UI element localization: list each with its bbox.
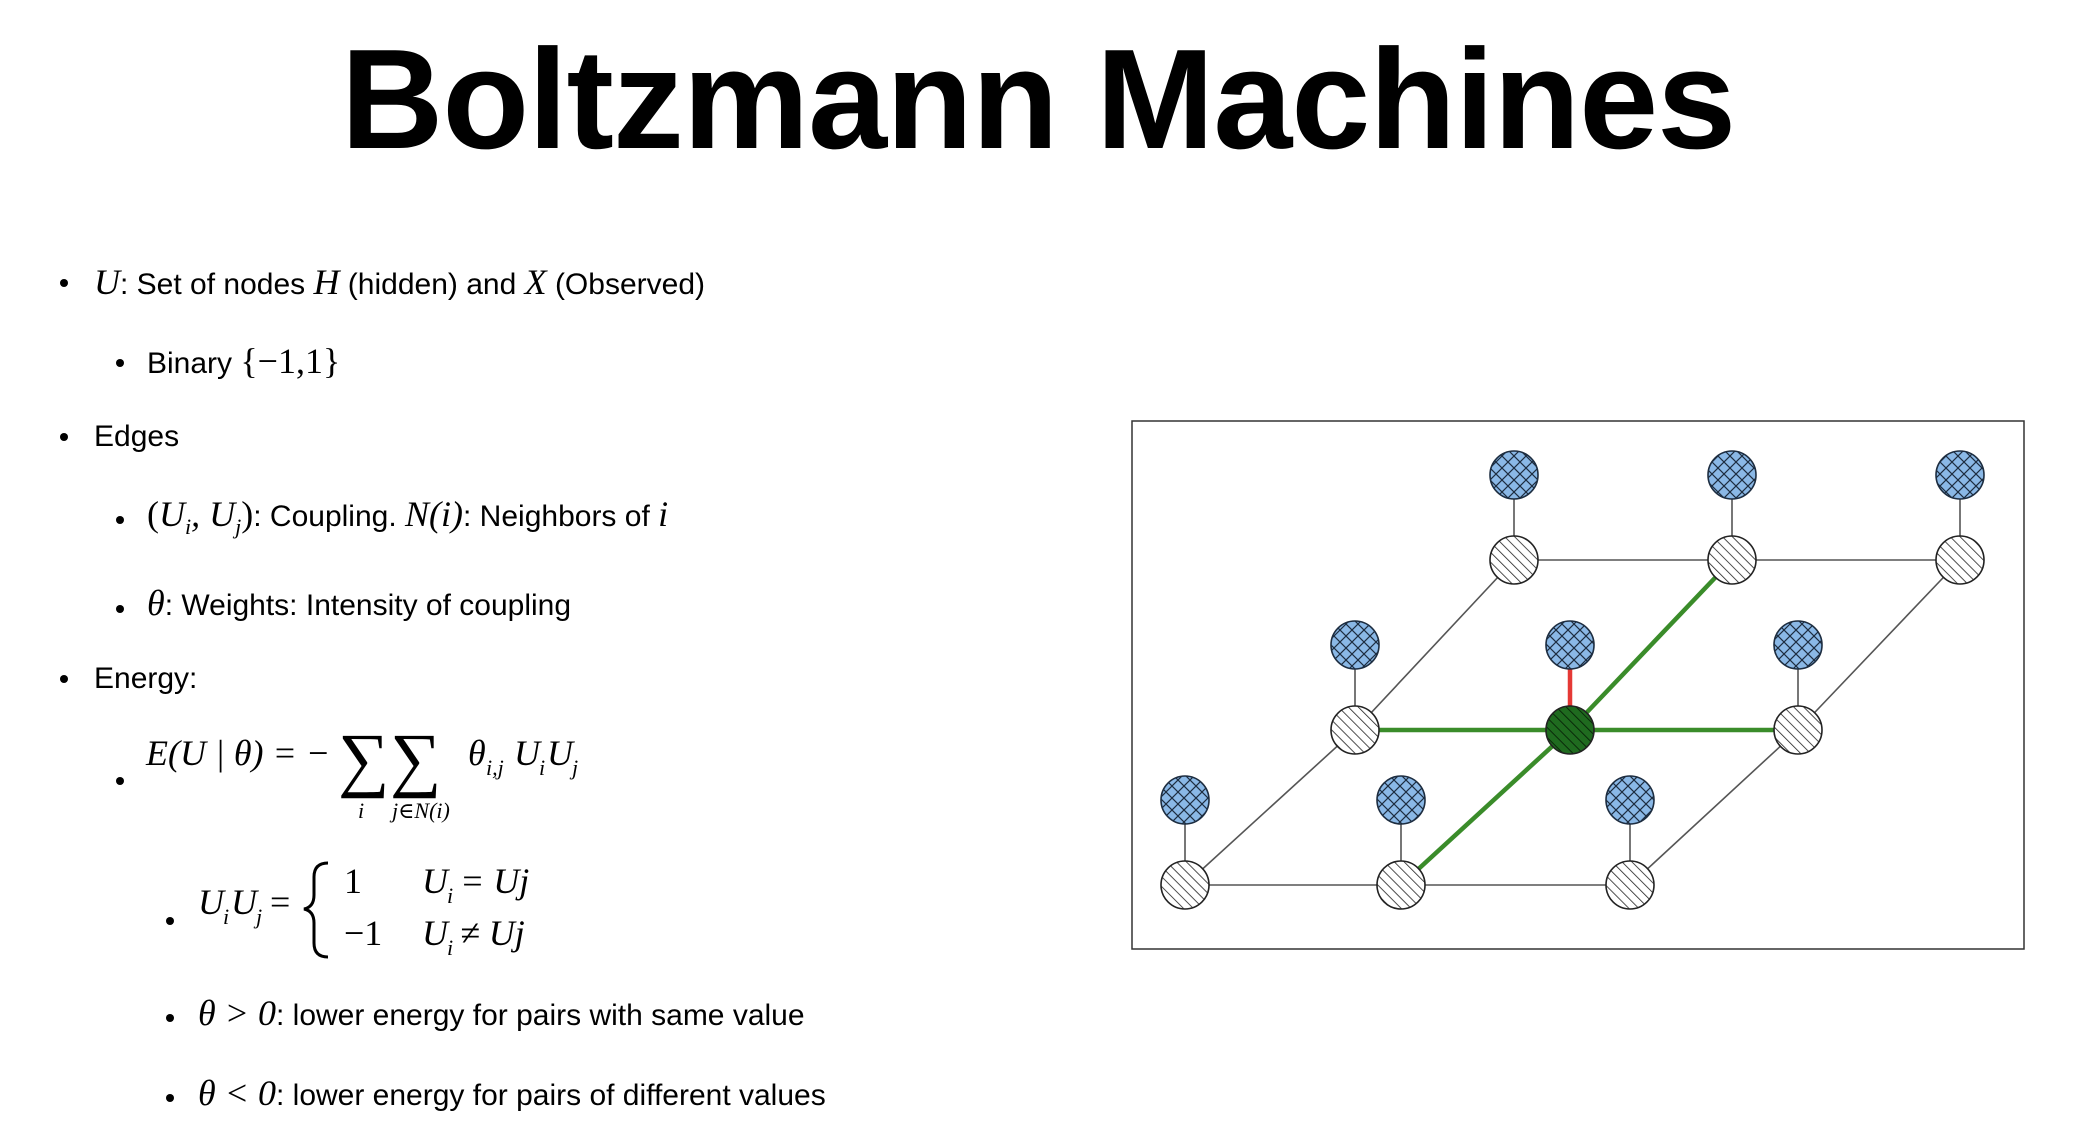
bullet-dot (60, 433, 68, 441)
observed-node (1773, 705, 1823, 755)
hidden-node (1160, 775, 1210, 825)
sum-index-j: j∈N(i) (389, 798, 450, 823)
observed-node (1376, 860, 1426, 910)
svg-text:U: U (422, 861, 450, 901)
diagram-frame (1131, 420, 2025, 950)
grid-edge (1629, 729, 1799, 886)
svg-text:j: j (253, 904, 262, 929)
svg-text:i: i (447, 883, 453, 908)
svg-text:j: j (569, 755, 578, 780)
bullet-coupling: (Ui, Uj): Coupling. N(i): Neighbors of i (147, 494, 669, 539)
bullet-energy: Energy: (94, 662, 198, 695)
bullet-dot (60, 279, 68, 287)
bullet-edges: Edges (94, 420, 180, 453)
svg-text:U: U (231, 882, 259, 922)
grid-edge (1184, 729, 1356, 886)
hidden-node (1489, 450, 1539, 500)
svg-text:i: i (223, 904, 229, 929)
grid-edge (1354, 559, 1515, 731)
bullet-dot (116, 777, 124, 785)
bullet-dot (166, 1094, 174, 1102)
hidden-node (1773, 620, 1823, 670)
case2-value: −1 (344, 913, 382, 953)
case2-condition: ≠ Uj (460, 913, 525, 953)
bullet-theta-negative: θ < 0: lower energy for pairs of differe… (198, 1073, 826, 1113)
bullet-binary: Binary {−1,1} (147, 341, 341, 381)
svg-text:=: = (270, 882, 290, 922)
left-brace (303, 861, 329, 959)
center-observed-node (1545, 705, 1595, 755)
svg-text:U: U (422, 913, 450, 953)
case1-condition: = Uj (460, 861, 529, 901)
observed-node (1160, 860, 1210, 910)
theta-term-sub: i,j (486, 755, 504, 780)
svg-text:U: U (198, 882, 226, 922)
case1-value: 1 (344, 861, 362, 901)
ui-term: U (514, 733, 542, 773)
sum-index-i: i (358, 798, 364, 823)
bullet-theta-positive: θ > 0: lower energy for pairs with same … (198, 993, 805, 1033)
observed-node (1935, 535, 1985, 585)
uiuj-piecewise: U i U j = 1 U i = Uj −1 U i ≠ Uj (198, 861, 529, 960)
sum-symbol: ∑ (338, 720, 389, 799)
uj-term: U (547, 733, 575, 773)
bullet-weights: θ: Weights: Intensity of coupling (147, 583, 572, 623)
hidden-node (1707, 450, 1757, 500)
hidden-node (1545, 620, 1595, 670)
energy-equation: E(U | θ) = − ∑ i ∑ j∈N(i) θ i,j U i U j (145, 720, 578, 823)
observed-node (1489, 535, 1539, 585)
slide-title: Boltzmann Machines (340, 20, 1736, 179)
hidden-node (1935, 450, 1985, 500)
observed-node (1330, 705, 1380, 755)
bullet-nodes: U: Set of nodes H (hidden) and X (Observ… (94, 262, 705, 302)
svg-text:i: i (539, 755, 545, 780)
hidden-node (1605, 775, 1655, 825)
boltzmann-grid-diagram (1131, 420, 2025, 950)
theta-term: θ (468, 733, 486, 773)
bullet-dot (166, 1014, 174, 1022)
observed-node (1707, 535, 1757, 585)
energy-lhs: E(U | θ) = − (145, 733, 330, 773)
diagram-layer (1160, 450, 1985, 910)
bullet-dot (116, 359, 124, 367)
hidden-node (1330, 620, 1380, 670)
highlighted-edge (1568, 558, 1734, 732)
sum-symbol: ∑ (390, 720, 441, 799)
bullet-dot (116, 605, 124, 613)
highlighted-edge (1399, 728, 1572, 887)
bullet-dot (60, 675, 68, 683)
grid-edge (1797, 559, 1961, 731)
bullet-dot (166, 917, 174, 925)
bullet-dot (116, 516, 124, 524)
svg-text:i: i (447, 935, 453, 960)
hidden-node (1376, 775, 1426, 825)
observed-node (1605, 860, 1655, 910)
